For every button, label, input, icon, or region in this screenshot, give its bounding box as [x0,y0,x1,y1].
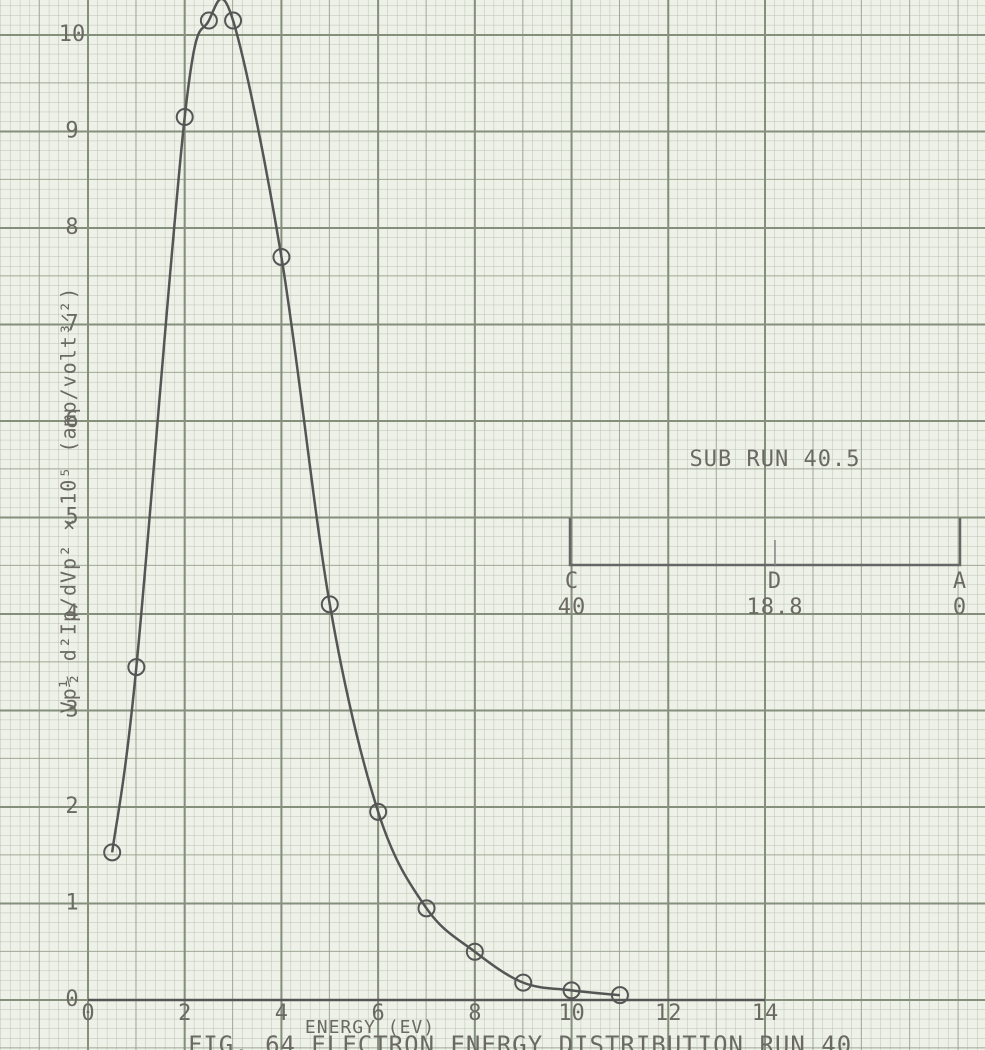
x-axis-label: ENERGY (EV) [305,1017,435,1038]
data-point [224,11,243,30]
y-tick-label: 3 [65,698,78,723]
y-tick-label: 5 [65,505,78,530]
data-point [175,108,194,127]
data-point [103,843,122,862]
marker-letter: C [565,569,579,594]
data-point [417,899,436,918]
annotation: SUB RUN 40.5 [690,447,861,472]
x-tick-label: 6 [372,1001,385,1026]
data-point [272,247,291,266]
data-point [610,986,629,1005]
x-tick-label: 10 [558,1001,585,1026]
chart-title: FIG. 64 ELECTRON ENERGY DISTRIBUTION RUN… [188,1031,852,1050]
data-point [514,973,533,992]
y-tick-label: 4 [65,601,78,626]
x-tick-label: 12 [655,1001,682,1026]
marker-label: 18.8 [747,595,804,620]
x-tick-label: 14 [752,1001,779,1026]
data-point [199,11,218,30]
y-tick-label: 9 [65,119,78,144]
y-axis-label: Vp½ d²Ip/dVp² × 10⁵ (amp/volt³ᐟ²) [57,287,81,714]
data-point [465,942,484,961]
data-point [320,595,339,614]
marker-letter: D [768,569,782,594]
data-point [562,981,581,1000]
y-tick-label: 7 [65,312,78,337]
x-tick-label: 2 [178,1001,191,1026]
x-tick-label: 4 [275,1001,288,1026]
marker-label: 0 [953,595,967,620]
y-tick-label: 6 [65,408,78,433]
x-tick-label: 0 [81,1001,94,1026]
y-tick-label: 8 [65,215,78,240]
marker-label: 40 [558,595,587,620]
y-tick-label: 10 [59,22,86,47]
x-tick-label: 8 [468,1001,481,1026]
y-tick-label: 2 [65,794,78,819]
marker-letter: A [953,569,967,594]
data-line [110,0,621,997]
scale-bracket [568,518,962,567]
data-point [127,658,146,677]
y-tick-label: 1 [65,891,78,916]
data-point [369,802,388,821]
y-tick-label: 0 [65,987,78,1012]
